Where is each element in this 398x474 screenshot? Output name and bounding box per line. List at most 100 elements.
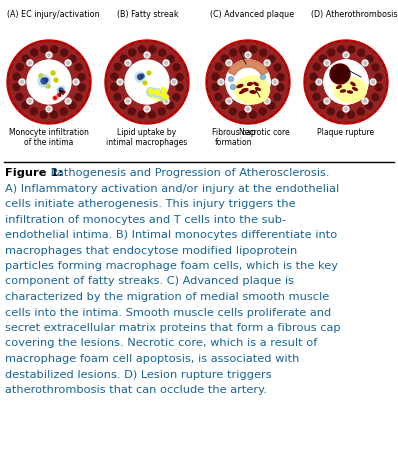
Circle shape: [125, 98, 131, 104]
Circle shape: [125, 60, 169, 104]
Circle shape: [328, 111, 337, 120]
Circle shape: [45, 42, 53, 51]
Circle shape: [46, 84, 50, 88]
Text: atherothrombosis that can occlude the artery.: atherothrombosis that can occlude the ar…: [5, 385, 267, 395]
Circle shape: [162, 93, 164, 95]
Circle shape: [37, 113, 47, 122]
Circle shape: [147, 71, 151, 75]
Circle shape: [149, 46, 156, 53]
Circle shape: [208, 84, 217, 93]
Circle shape: [146, 54, 148, 56]
Circle shape: [8, 78, 18, 86]
Circle shape: [269, 52, 278, 61]
Circle shape: [164, 90, 166, 92]
Circle shape: [176, 73, 183, 81]
Circle shape: [41, 78, 47, 84]
Circle shape: [371, 57, 380, 66]
Circle shape: [334, 113, 343, 122]
Circle shape: [324, 60, 330, 66]
Circle shape: [113, 57, 121, 66]
Circle shape: [13, 83, 20, 91]
Circle shape: [69, 102, 76, 109]
Circle shape: [277, 73, 284, 81]
Circle shape: [51, 46, 58, 53]
Circle shape: [362, 98, 368, 104]
Circle shape: [239, 111, 246, 118]
Circle shape: [279, 78, 289, 86]
Circle shape: [246, 108, 250, 110]
Circle shape: [244, 113, 252, 122]
Circle shape: [214, 57, 222, 66]
Text: Figure 1:: Figure 1:: [5, 168, 63, 178]
Circle shape: [236, 113, 246, 122]
Circle shape: [44, 78, 48, 82]
Ellipse shape: [234, 76, 269, 104]
Circle shape: [178, 84, 187, 93]
Circle shape: [355, 44, 364, 53]
Text: secret extracellular matrix proteins that form a fibrous cap: secret extracellular matrix proteins tha…: [5, 323, 341, 333]
Circle shape: [312, 98, 320, 107]
Circle shape: [316, 52, 325, 61]
Text: covering the lesions. Necrotic core, which is a result of: covering the lesions. Necrotic core, whi…: [5, 338, 317, 348]
Ellipse shape: [347, 91, 353, 93]
Circle shape: [214, 98, 222, 107]
Circle shape: [250, 42, 259, 51]
Circle shape: [245, 52, 251, 58]
Circle shape: [171, 79, 177, 85]
Circle shape: [137, 74, 142, 80]
Circle shape: [257, 44, 266, 53]
Circle shape: [265, 100, 269, 102]
Circle shape: [120, 55, 127, 62]
Circle shape: [113, 98, 121, 107]
Circle shape: [349, 42, 357, 51]
Circle shape: [40, 111, 47, 118]
Circle shape: [142, 42, 152, 51]
Circle shape: [337, 111, 344, 118]
Circle shape: [178, 71, 187, 80]
Text: cells into the intima. Smooth muscle cells proliferate and: cells into the intima. Smooth muscle cel…: [5, 308, 331, 318]
Circle shape: [80, 84, 89, 93]
Circle shape: [46, 52, 52, 58]
Circle shape: [166, 95, 168, 99]
Circle shape: [37, 42, 47, 51]
Circle shape: [218, 52, 227, 61]
Circle shape: [172, 98, 181, 107]
Circle shape: [120, 101, 127, 109]
Circle shape: [210, 91, 219, 100]
Circle shape: [139, 46, 146, 53]
Circle shape: [221, 55, 228, 62]
Circle shape: [264, 60, 270, 66]
Circle shape: [74, 57, 84, 66]
Circle shape: [227, 100, 230, 102]
Circle shape: [377, 84, 386, 93]
Circle shape: [167, 55, 174, 63]
Circle shape: [306, 71, 315, 80]
Text: macrophage foam cell apoptosis, is associated with: macrophage foam cell apoptosis, is assoc…: [5, 354, 299, 364]
Circle shape: [230, 84, 236, 90]
Circle shape: [357, 108, 364, 115]
Circle shape: [123, 47, 131, 56]
Circle shape: [22, 101, 29, 109]
Circle shape: [127, 100, 129, 102]
Ellipse shape: [254, 82, 258, 85]
Circle shape: [9, 42, 89, 122]
Circle shape: [66, 62, 70, 64]
Circle shape: [158, 108, 165, 115]
Circle shape: [279, 84, 288, 93]
Circle shape: [250, 113, 259, 122]
Text: (D) Atherothrombosis: (D) Atherothrombosis: [311, 10, 398, 19]
Circle shape: [156, 90, 158, 92]
Circle shape: [78, 91, 87, 100]
Circle shape: [227, 62, 230, 64]
Circle shape: [322, 47, 330, 56]
Circle shape: [215, 93, 222, 100]
Circle shape: [218, 103, 227, 112]
Circle shape: [16, 64, 23, 70]
Circle shape: [375, 91, 384, 100]
Circle shape: [375, 64, 384, 73]
Circle shape: [370, 79, 376, 85]
Circle shape: [9, 84, 18, 93]
Circle shape: [212, 73, 219, 80]
Circle shape: [349, 113, 357, 122]
Circle shape: [330, 64, 350, 84]
